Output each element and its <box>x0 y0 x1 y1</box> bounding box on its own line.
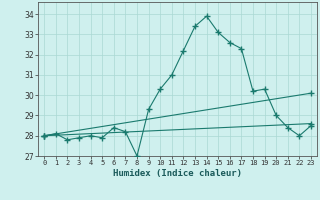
X-axis label: Humidex (Indice chaleur): Humidex (Indice chaleur) <box>113 169 242 178</box>
